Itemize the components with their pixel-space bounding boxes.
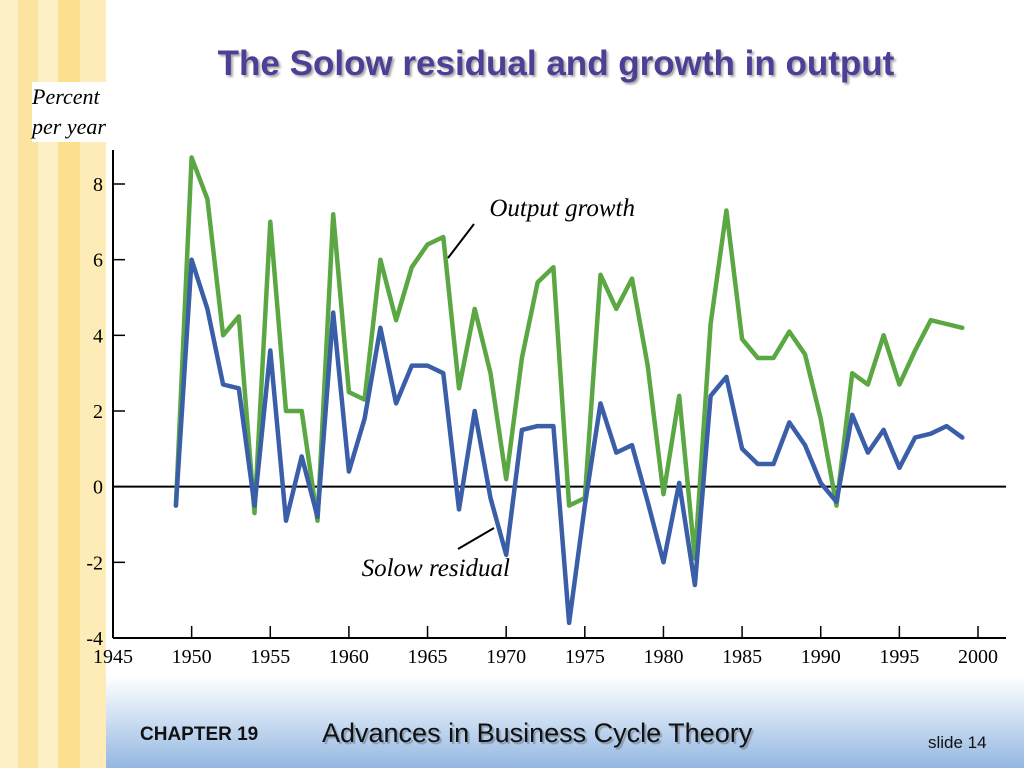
y-tick-label: 0 xyxy=(93,477,103,499)
decorative-stripes xyxy=(0,0,106,768)
y-tick-label: 6 xyxy=(93,250,103,272)
chapter-title: Advances in Business Cycle Theory xyxy=(322,718,753,748)
chart-series xyxy=(173,155,965,626)
chart-tick-labels: -4 -2 0 2 4 6 8 1945 1950 1955 1960 1965 1970 1975 198… xyxy=(86,174,1012,697)
y-axis-label: Percent per year xyxy=(32,82,132,142)
line-chart: -4 -2 0 2 4 6 8 1945 1950 1955 1960 1965 1970 1975 198… xyxy=(86,150,1012,697)
y-axis-label-line-1: Percent xyxy=(32,84,100,109)
series-line-solow-residual xyxy=(173,257,965,626)
y-axis-label-line-2: per year xyxy=(32,114,106,139)
solow-residual-leader xyxy=(457,527,495,550)
x-tick-label: 1945 xyxy=(93,646,133,668)
solow-residual-label: Solow residual xyxy=(362,555,510,582)
x-tick-label: 1985 xyxy=(722,646,762,668)
y-tick-label: 4 xyxy=(93,325,103,347)
chart-annotations: Output growth Solow residual xyxy=(362,195,635,582)
x-tick-label: 1975 xyxy=(565,646,605,668)
output-growth-leader xyxy=(447,223,475,259)
x-tick-label: 1965 xyxy=(408,646,448,668)
output-growth-label: Output growth xyxy=(489,195,635,222)
x-tick-label: 1970 xyxy=(486,646,526,668)
slide-title: The Solow residual and growth in output xyxy=(217,44,895,83)
slide-number: slide 14 xyxy=(928,733,987,752)
x-tick-label: 1950 xyxy=(172,646,212,668)
x-tick-label: 2000 xyxy=(958,646,998,668)
x-tick-label: 1955 xyxy=(250,646,290,668)
footer-band xyxy=(106,676,1024,768)
x-tick-label: 1995 xyxy=(879,646,919,668)
chapter-label: CHAPTER 19 xyxy=(140,724,259,745)
x-tick-label: 1960 xyxy=(329,646,369,668)
y-tick-label: -2 xyxy=(86,552,103,574)
y-tick-label: -4 xyxy=(86,628,103,650)
y-tick-label: 8 xyxy=(93,174,103,196)
x-tick-label: 1990 xyxy=(801,646,841,668)
series-line-output-growth xyxy=(173,155,965,561)
x-tick-label: 1980 xyxy=(643,646,683,668)
y-tick-label: 2 xyxy=(93,401,103,423)
